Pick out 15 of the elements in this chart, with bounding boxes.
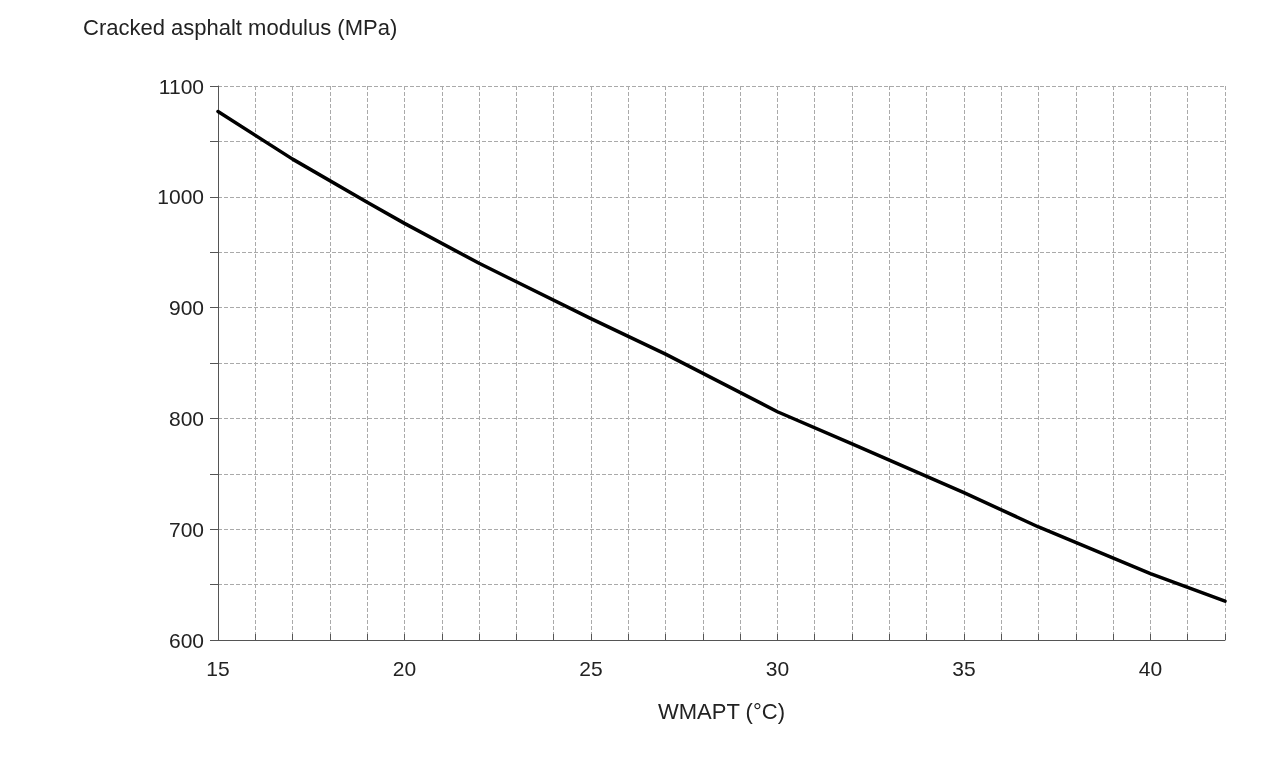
x-tick-label: 40 bbox=[1138, 657, 1163, 680]
x-tick-label: 30 bbox=[765, 657, 790, 680]
x-tick-label: 35 bbox=[952, 657, 976, 680]
x-tick-label: 25 bbox=[579, 657, 603, 680]
y-tick-label: 1100 bbox=[158, 74, 204, 98]
y-tick-label: 1000 bbox=[157, 185, 204, 209]
x-tick-label: 15 bbox=[206, 657, 230, 680]
y-tick-label: 900 bbox=[168, 296, 204, 320]
y-axis-title: Cracked asphalt modulus (MPa) bbox=[83, 14, 398, 40]
y-tick-label: 700 bbox=[168, 517, 204, 541]
y-tick-label: 800 bbox=[168, 406, 204, 430]
y-tick-label: 600 bbox=[168, 628, 204, 652]
x-axis-title: WMAPT (°C) bbox=[658, 698, 785, 724]
line-series bbox=[216, 109, 1227, 603]
x-tick-label: 20 bbox=[392, 657, 417, 680]
